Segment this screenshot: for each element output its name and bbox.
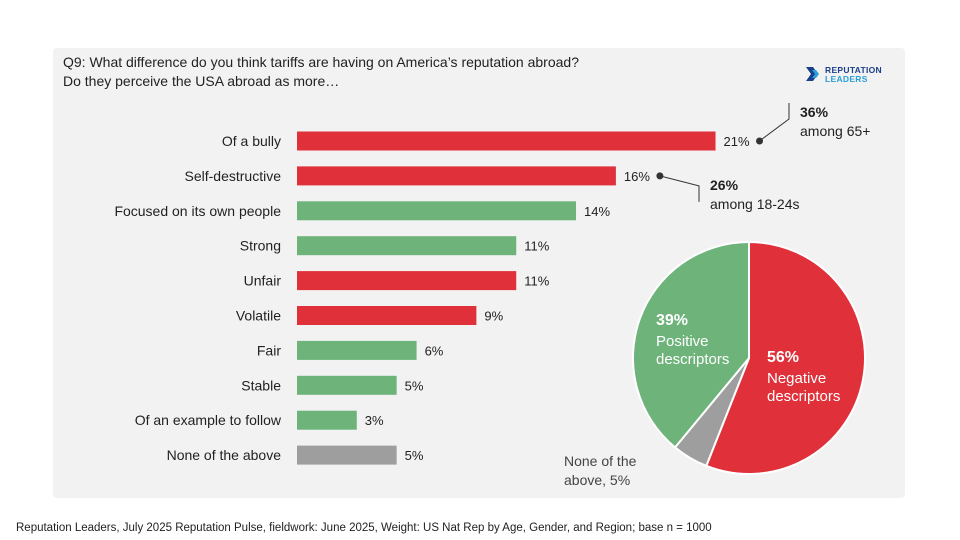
pie-label-negative-value: 56%: [767, 349, 799, 366]
annotation-value-65: 36%: [800, 104, 829, 120]
category-label-stable: Stable: [241, 377, 281, 393]
category-label-volatile: Volatile: [236, 308, 281, 324]
bar-fair: [297, 340, 417, 360]
data-label-focused-on-its-own-people: 14%: [584, 204, 610, 219]
bar-none-of-the-above: [297, 445, 397, 465]
footer-source: Reputation Leaders, July 2025 Reputation…: [16, 522, 712, 534]
annotation-line-18-24: [659, 175, 700, 202]
pie-label-positive-value: 39%: [656, 312, 688, 329]
data-label-volatile: 9%: [484, 309, 503, 324]
pie-label-none-line1: None of the: [564, 453, 637, 469]
category-label-strong: Strong: [240, 238, 281, 254]
bar-stable: [297, 375, 397, 395]
logo-text-line2: LEADERS: [825, 74, 868, 84]
category-label-fair: Fair: [257, 342, 281, 358]
pie-label-positive-line1: Positive: [656, 333, 709, 350]
pie-label-positive-line2: descriptors: [656, 351, 729, 368]
annotation-text-65: among 65+: [800, 123, 870, 139]
bar-volatile: [297, 306, 477, 325]
brand-logo: REPUTATION LEADERS: [806, 65, 896, 85]
annotation-text-18-24: among 18-24s: [710, 196, 800, 212]
category-label-none-of-the-above: None of the above: [167, 447, 282, 463]
data-label-unfair: 11%: [524, 274, 549, 289]
category-label-of-a-bully: Of a bully: [222, 133, 281, 149]
category-label-of-an-example-to-follow: Of an example to follow: [135, 412, 282, 428]
annotation-value-18-24: 26%: [710, 177, 739, 193]
bar-self-destructive: [297, 166, 616, 186]
pie-label-none-line2: above, 5%: [564, 472, 630, 488]
data-label-fair: 6%: [425, 343, 444, 358]
bar-strong: [297, 236, 517, 256]
question-subtitle: Do they perceive the USA abroad as more…: [63, 73, 340, 89]
bar-unfair: [297, 271, 517, 291]
data-label-of-a-bully: 21%: [724, 134, 750, 149]
bar-of-a-bully: [297, 131, 716, 151]
category-label-unfair: Unfair: [244, 273, 282, 289]
pie-slice-positive-descriptors: [632, 240, 750, 449]
pie-label-negative-line1: Negative: [767, 370, 826, 387]
data-label-of-an-example-to-follow: 3%: [365, 413, 384, 428]
data-label-stable: 5%: [405, 378, 424, 393]
pie-label-negative-line2: descriptors: [767, 388, 840, 405]
logo-text-line1: REPUTATION: [825, 65, 882, 75]
data-label-self-destructive: 16%: [624, 169, 650, 184]
category-label-self-destructive: Self-destructive: [185, 168, 282, 184]
chevron-logo-icon: [806, 67, 819, 81]
data-label-none-of-the-above: 5%: [405, 448, 424, 463]
annotation-line-65: [759, 103, 790, 142]
pie-slice-negative-descriptors: [704, 240, 866, 475]
question-title: Q9: What difference do you think tariffs…: [63, 54, 579, 70]
category-label-focused-on-its-own-people: Focused on its own people: [114, 203, 281, 219]
bar-of-an-example-to-follow: [297, 410, 357, 430]
data-label-strong: 11%: [524, 239, 549, 254]
bar-focused-on-its-own-people: [297, 201, 577, 221]
